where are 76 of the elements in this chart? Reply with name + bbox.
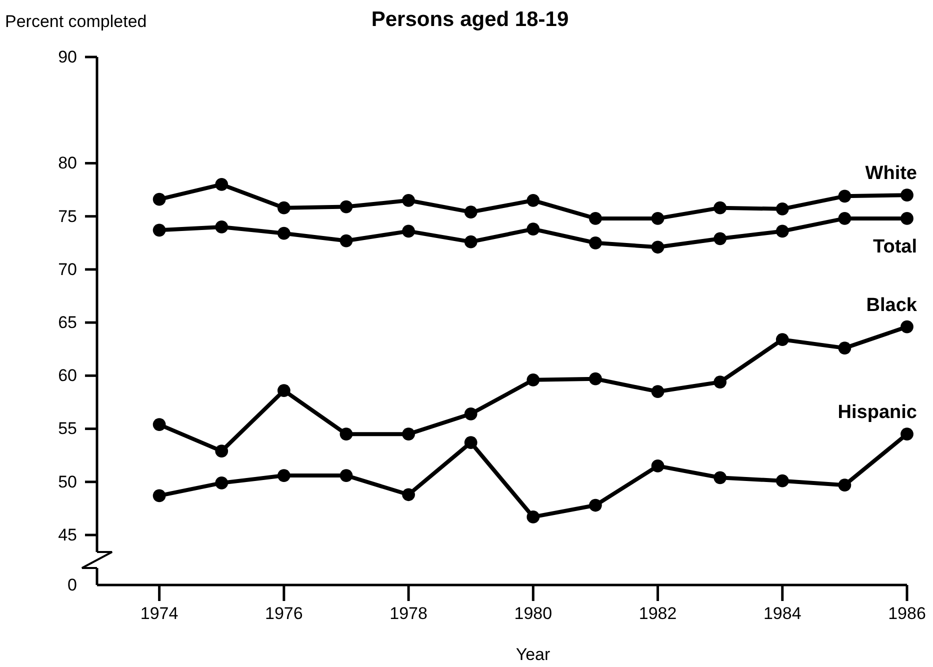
point: [277, 201, 290, 214]
point: [589, 212, 602, 225]
point: [589, 498, 602, 512]
point: [900, 428, 914, 441]
point: [402, 488, 415, 502]
point: [526, 510, 540, 524]
point: [776, 224, 789, 238]
y-tick-label: 75: [58, 206, 77, 226]
point: [277, 469, 290, 482]
point: [215, 476, 228, 490]
point: [651, 460, 664, 472]
x-tick-label: 1982: [638, 604, 677, 624]
point: [838, 478, 852, 492]
x-axis-title: Year: [516, 645, 551, 664]
chart-title: Persons aged 18-19: [371, 8, 569, 31]
x-tick-label: 1984: [763, 604, 802, 624]
y-tick-label: 50: [58, 472, 77, 492]
series-label: White: [865, 163, 917, 184]
point: [464, 206, 478, 219]
point: [776, 333, 789, 346]
x-tick-label: 1980: [514, 604, 552, 624]
point: [215, 178, 228, 191]
point: [838, 212, 852, 225]
point: [900, 320, 914, 334]
point: [215, 220, 228, 234]
point: [464, 235, 478, 248]
point: [589, 236, 602, 250]
text: 0: [68, 575, 77, 594]
point: [714, 232, 727, 246]
y-tick-label: 90: [58, 47, 77, 66]
point: [464, 436, 478, 450]
point: [838, 190, 852, 203]
point: [651, 212, 664, 225]
point: [152, 192, 166, 206]
point: [152, 489, 166, 502]
point: [340, 469, 353, 482]
y-tick-label: 55: [58, 419, 77, 438]
series-label: Hispanic: [838, 402, 918, 424]
y-tick-label: 70: [58, 260, 77, 279]
point: [776, 202, 789, 216]
point: [589, 372, 602, 386]
point: [402, 428, 415, 441]
point: [152, 418, 166, 431]
point: [776, 474, 789, 488]
series-label: Black: [866, 294, 918, 316]
point: [714, 201, 727, 214]
point: [526, 373, 540, 386]
x-tick-label: 1986: [888, 604, 926, 624]
point: [277, 384, 290, 397]
point: [651, 385, 664, 398]
y-tick-label: 80: [58, 154, 77, 173]
point: [402, 224, 415, 238]
point: [526, 222, 540, 236]
y-tick-label: 65: [58, 312, 77, 332]
x-tick-label: 1978: [390, 604, 428, 624]
x-tick-label: 1974: [140, 604, 178, 624]
point: [838, 342, 852, 354]
series-label: Total: [873, 236, 917, 258]
y-tick-label: 60: [58, 366, 77, 386]
point: [526, 194, 540, 207]
point: [152, 224, 166, 237]
y-tick-label: 45: [58, 525, 77, 544]
point: [340, 200, 353, 214]
point: [340, 234, 353, 248]
point: [714, 376, 727, 388]
point: [714, 471, 727, 484]
point: [900, 212, 914, 225]
point: [277, 226, 290, 240]
point: [900, 188, 914, 202]
point: [215, 444, 228, 458]
y-axis-title: Percent completed: [5, 12, 147, 31]
point: [464, 407, 478, 420]
point: [340, 428, 353, 441]
point: [651, 240, 664, 254]
point: [402, 194, 415, 207]
x-tick-label: 1976: [265, 604, 303, 624]
